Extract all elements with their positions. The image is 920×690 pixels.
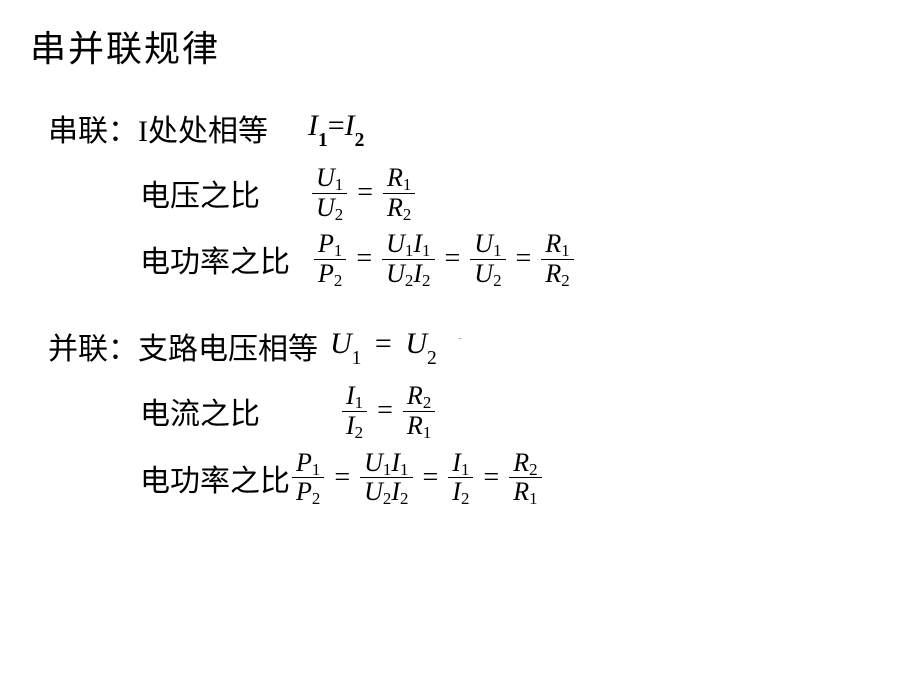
series-row-power: 电功率之比 P1P2 = U1I1U2I2 = U1U2 = R1R2 — [48, 230, 890, 288]
parallel-power-formula: P1P2 = U1I1U2I2 = I1I2 = R2R1 — [290, 449, 544, 507]
series-row-voltage: 电压之比 U1U2 = R1R2 — [48, 164, 890, 222]
center-placeholder-icon: - — [458, 332, 462, 344]
series-heading: 串联：I处处相等 — [48, 106, 268, 150]
parallel-current-formula: I1I2 = R2R1 — [340, 382, 437, 440]
parallel-power-label: 电功率之比 — [140, 456, 290, 500]
parallel-heading: 并联：支路电压相等 — [48, 324, 318, 368]
parallel-row-power: 电功率之比 P1P2 = U1I1U2I2 = I1I2 = R2R1 — [48, 449, 890, 507]
parallel-row-current: 电流之比 I1I2 = R2R1 — [48, 382, 890, 440]
series-voltage-label: 电压之比 — [140, 171, 260, 215]
series-voltage-formula: U1U2 = R1R2 — [310, 164, 417, 222]
series-row-current: 串联：I处处相等 I1=I2 — [48, 100, 890, 156]
parallel-row-voltage-equal: 并联：支路电压相等 U1 = U2 — [48, 318, 890, 374]
parallel-voltage-equal-formula: U1 = U2 — [330, 327, 437, 366]
parallel-section: 并联：支路电压相等 U1 = U2 电流之比 I1I2 = R2R1 电功率之比… — [48, 318, 890, 506]
parallel-current-label: 电流之比 — [140, 389, 260, 433]
series-power-label: 电功率之比 — [140, 237, 290, 281]
series-current-formula: I1=I2 — [308, 109, 364, 148]
series-power-formula: P1P2 = U1I1U2I2 = U1U2 = R1R2 — [312, 230, 576, 288]
page-title: 串并联规律 — [30, 20, 890, 72]
series-section: 串联：I处处相等 I1=I2 电压之比 U1U2 = R1R2 电功率之比 P1… — [48, 100, 890, 288]
